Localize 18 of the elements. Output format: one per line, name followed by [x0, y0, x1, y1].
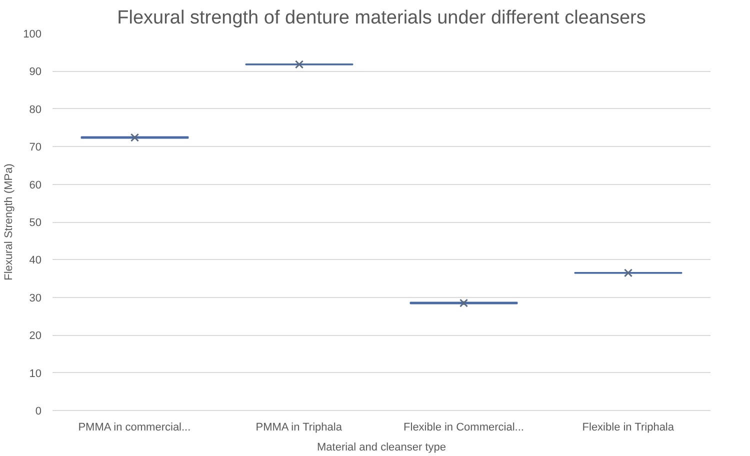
x-axis-title: Material and cleanser type [316, 442, 446, 454]
y-tick-label: 80 [29, 104, 42, 116]
y-axis-title: Flexural Strength (MPa) [3, 164, 16, 280]
x-tick-label: Flexible in Triphala [582, 422, 675, 434]
x-tick-label: PMMA in Triphala [256, 422, 343, 434]
chart-title: Flexural strength of denture materials under different cleansers [117, 8, 646, 28]
y-tick-label: 20 [29, 330, 42, 342]
y-tick-label: 90 [29, 66, 42, 78]
y-tick-label: 50 [29, 217, 42, 229]
y-tick-label: 70 [29, 142, 42, 154]
x-tick-label: Flexible in Commercial... [404, 422, 524, 434]
y-tick-label: 100 [23, 28, 42, 40]
y-tick-label: 60 [29, 179, 42, 192]
y-tick-label: 30 [29, 292, 42, 304]
y-tick-label: 10 [29, 368, 42, 380]
x-tick-label: PMMA in commercial... [78, 422, 191, 434]
y-tick-label: 0 [35, 406, 42, 418]
y-tick-label: 40 [29, 254, 42, 267]
